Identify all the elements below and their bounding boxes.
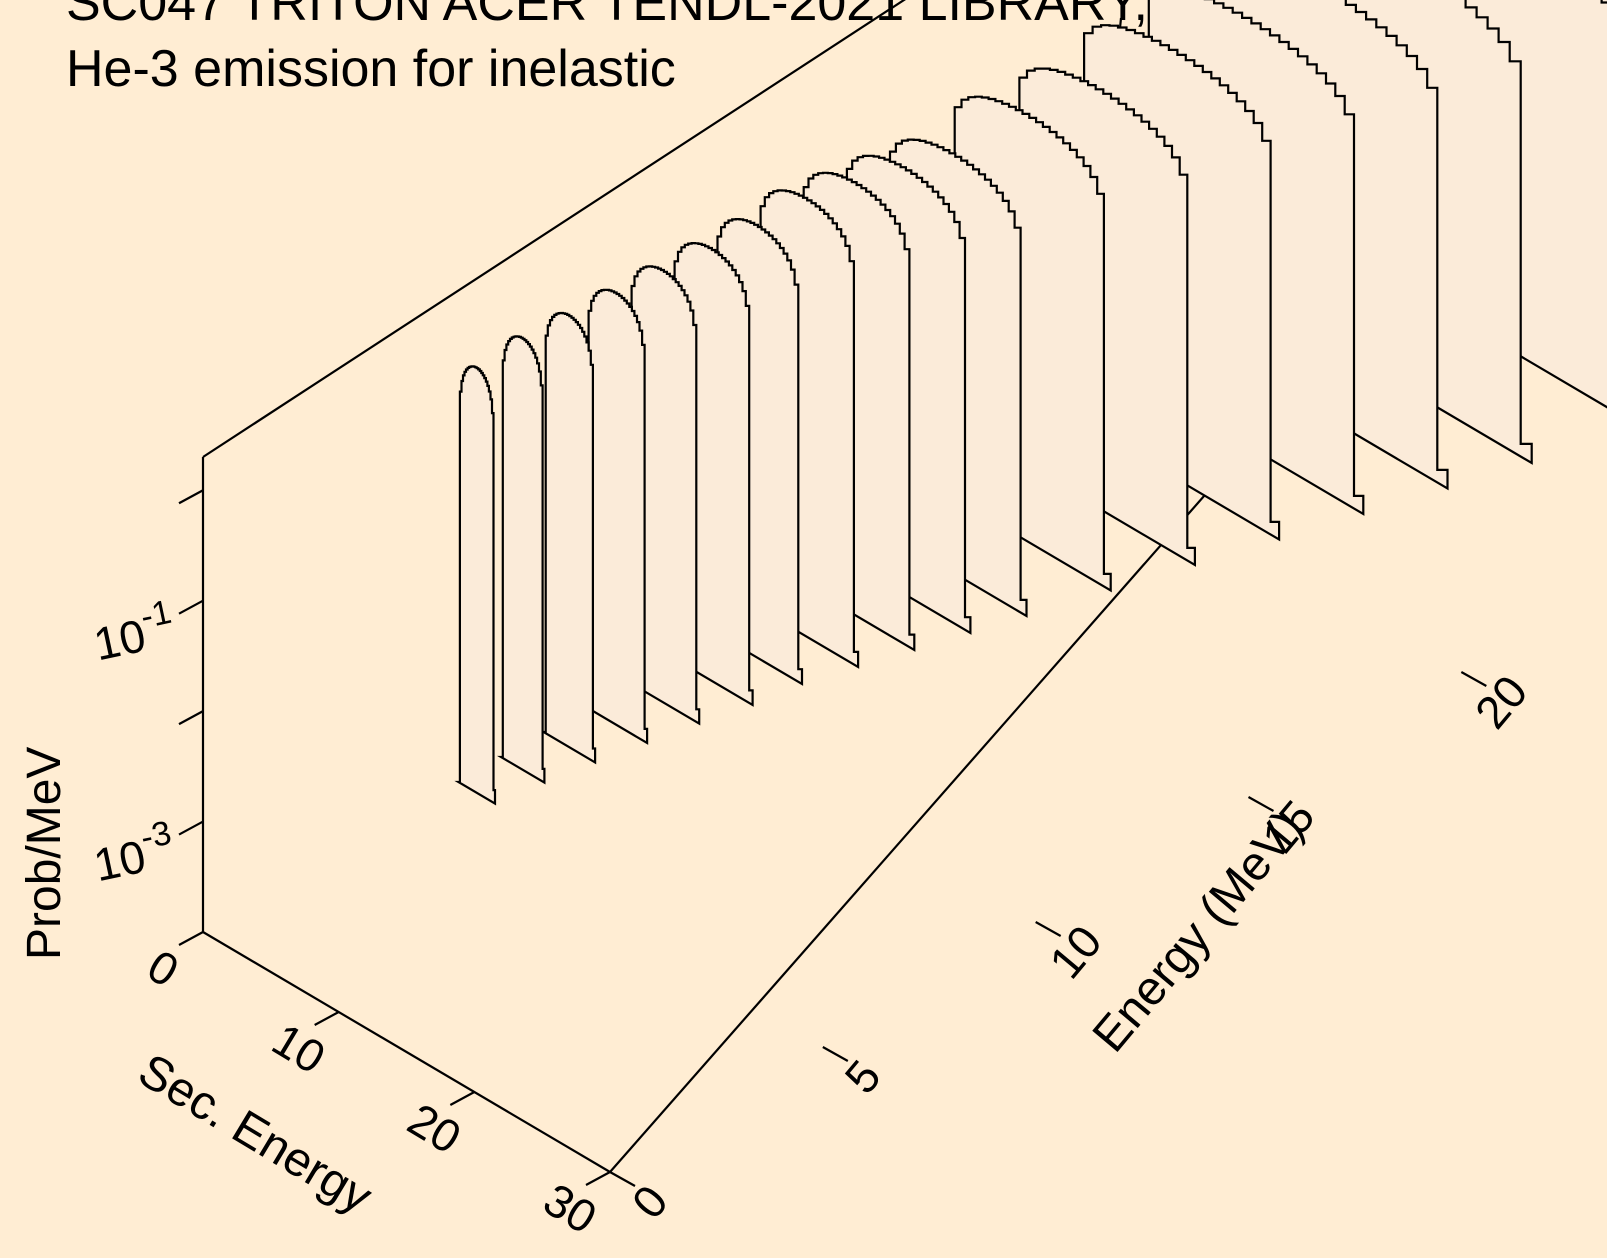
- x-tick-mark: [178, 931, 204, 946]
- y-tick-mark: [822, 1046, 849, 1062]
- x-tick-label: 10: [264, 1013, 335, 1084]
- spectra: [454, 0, 1607, 806]
- spectrum-panel: [454, 365, 497, 806]
- back-wall-top-edge: [202, 0, 906, 458]
- x-tick-mark: [585, 1171, 611, 1186]
- chart-subtitle: He-3 emission for inelastic: [66, 40, 676, 98]
- z-minor-tick: [178, 489, 204, 505]
- z-tick-label: 10-3: [87, 814, 180, 892]
- z-tick-base: 10: [89, 609, 150, 671]
- y-tick-mark: [1247, 796, 1275, 812]
- x-tick-label: 0: [139, 939, 188, 997]
- z-axis-label: Prob/MeV: [18, 747, 71, 960]
- spectrum-panel: [582, 288, 649, 745]
- y-axis-label: Energy (MeV): [1083, 801, 1314, 1062]
- x-axis-label: Sec. Energy: [129, 1044, 380, 1224]
- x-tick-label: 30: [535, 1173, 606, 1244]
- y-tick-label: 20: [1465, 665, 1538, 738]
- z-tick-exponent: -3: [137, 814, 174, 857]
- spectrum-panel: [624, 265, 701, 726]
- spectrum-panel: [539, 311, 597, 765]
- z-tick-base: 10: [89, 830, 150, 892]
- z-tick-mark: [178, 599, 204, 615]
- y-tick-label: 10: [1039, 915, 1112, 988]
- x-tick-mark: [314, 1011, 340, 1026]
- z-tick-exponent: -1: [137, 593, 174, 636]
- x-axis-line: [202, 931, 611, 1173]
- x-tick-label: 20: [399, 1093, 470, 1164]
- spectrum-panel: [496, 335, 546, 785]
- x-tick-mark: [449, 1091, 475, 1106]
- y-tick-mark: [1460, 671, 1487, 687]
- z-tick-label: 10-1: [87, 593, 180, 671]
- y-tick-mark: [609, 1171, 636, 1187]
- z-tick-mark: [178, 820, 204, 836]
- z-minor-tick: [178, 710, 204, 726]
- y-tick-mark: [1035, 921, 1062, 937]
